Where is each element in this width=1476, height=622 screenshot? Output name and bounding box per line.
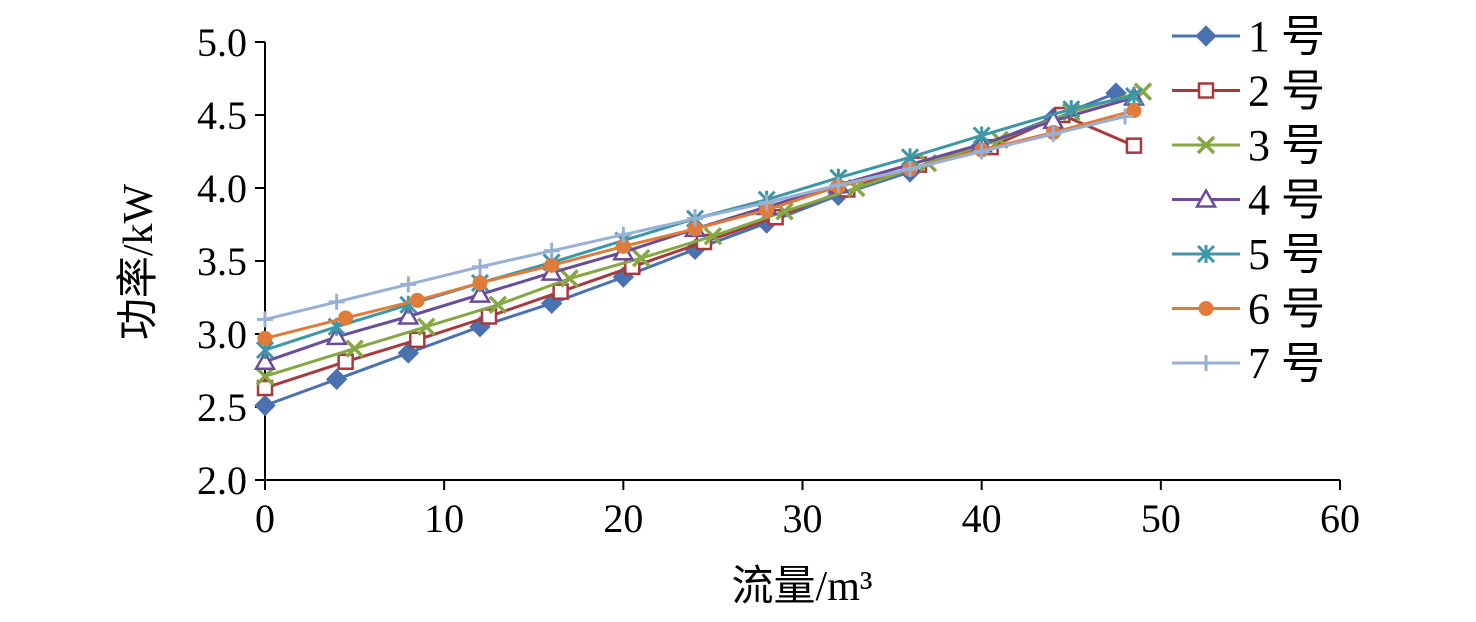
legend-marker [1196, 244, 1216, 264]
data-point [253, 350, 277, 370]
data-point [1124, 86, 1144, 106]
legend-marker [1198, 301, 1214, 316]
y-tick-label: 5.0 [197, 20, 247, 65]
data-point [972, 126, 991, 145]
data-point [1126, 103, 1142, 119]
series-1 [254, 82, 1127, 417]
data-point [257, 311, 273, 328]
y-tick-label: 4.0 [197, 166, 247, 211]
data-point [325, 368, 348, 390]
data-point [830, 177, 847, 194]
data-point [687, 210, 703, 227]
data-point [543, 242, 560, 259]
legend-marker [1195, 25, 1217, 47]
data-point [257, 330, 273, 346]
y-axis-title: 功率/kW [115, 183, 162, 340]
legend-marker [1194, 187, 1218, 208]
data-point [397, 304, 420, 325]
data-point [337, 353, 354, 370]
series-layer [253, 82, 1153, 417]
legend-item: 6 号 [1172, 285, 1325, 334]
x-tick-label: 60 [1320, 496, 1360, 541]
x-tick-label: 0 [255, 496, 275, 541]
data-point [328, 293, 345, 310]
data-point [325, 325, 348, 346]
data-point [544, 257, 560, 273]
data-point [256, 379, 274, 397]
data-point [417, 317, 436, 336]
data-point [552, 283, 569, 300]
y-tick-label: 3.0 [197, 312, 247, 357]
legend-label: 4 号 [1248, 176, 1325, 225]
legend-item: 4 号 [1172, 176, 1325, 225]
legend-item: 1 号 [1172, 12, 1325, 61]
legend-item: 2 号 [1172, 67, 1325, 116]
legend: 1 号 2 号 3 号 4 号 5 号 6 号 7 号 [1172, 12, 1325, 388]
legend-label: 2 号 [1248, 67, 1325, 116]
y-tick-label: 4.5 [197, 93, 247, 138]
legend-marker [1196, 135, 1216, 155]
series-7 [257, 108, 1133, 328]
data-point [703, 226, 723, 246]
data-point [472, 258, 488, 275]
data-point [409, 292, 425, 308]
data-point [973, 143, 990, 160]
x-tick-label: 10 [424, 496, 464, 541]
data-point [1045, 125, 1062, 142]
data-point [758, 194, 775, 211]
x-tick-label: 40 [962, 496, 1002, 541]
data-point [345, 339, 364, 358]
data-point [472, 275, 488, 291]
legend-marker [1197, 82, 1215, 99]
x-axis-title: 流量/m³ [732, 564, 873, 610]
x-tick-label: 50 [1141, 496, 1181, 541]
data-point [400, 276, 417, 293]
y-tick-label: 2.5 [197, 385, 247, 430]
data-point [480, 308, 498, 325]
legend-item: 7 号 [1172, 339, 1325, 388]
data-point [1117, 108, 1133, 125]
data-point [338, 310, 354, 326]
data-point [409, 331, 426, 349]
legend-label: 5 号 [1248, 230, 1325, 279]
y-tick-label: 2.0 [197, 458, 247, 503]
data-point [488, 295, 508, 315]
legend-label: 6 号 [1248, 285, 1325, 334]
legend-item: 3 号 [1172, 121, 1325, 170]
axes: 2.0 2.5 3.0 3.5 4.0 4.5 5.0 0 10 20 30 40 50 60 [197, 20, 1360, 541]
legend-label: 3 号 [1248, 121, 1325, 170]
data-point [1062, 100, 1081, 119]
data-point [902, 161, 918, 178]
data-point [468, 283, 492, 303]
data-point [632, 248, 651, 268]
data-point [560, 269, 579, 288]
data-point [1125, 137, 1143, 154]
x-tick-label: 30 [783, 496, 823, 541]
data-point [615, 226, 632, 243]
legend-label: 7 号 [1248, 339, 1325, 388]
data-point [255, 367, 275, 386]
legend-item: 5 号 [1172, 230, 1325, 279]
x-tick-label: 20 [603, 496, 643, 541]
legend-label: 1 号 [1248, 12, 1325, 61]
data-point [254, 394, 276, 417]
y-tick-label: 3.5 [197, 239, 247, 284]
legend-marker [1198, 355, 1214, 371]
